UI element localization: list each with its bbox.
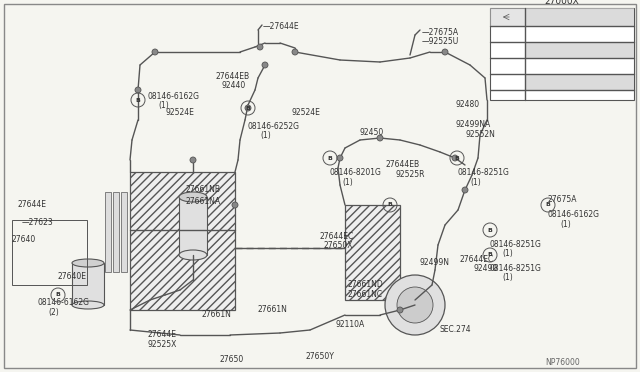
Circle shape: [397, 307, 403, 313]
Text: 27644EB: 27644EB: [385, 160, 419, 169]
Circle shape: [452, 155, 458, 161]
Text: B: B: [328, 155, 332, 160]
Bar: [525, 8, 634, 26]
Text: —27675A: —27675A: [422, 28, 459, 37]
Text: (1): (1): [342, 178, 353, 187]
Ellipse shape: [72, 301, 104, 309]
Ellipse shape: [179, 192, 207, 202]
Text: (1): (1): [158, 101, 169, 110]
Circle shape: [442, 49, 448, 55]
Text: 27650Y: 27650Y: [305, 352, 334, 361]
Circle shape: [377, 135, 383, 141]
Ellipse shape: [179, 250, 207, 260]
Bar: [121, 192, 127, 272]
Text: 27661N: 27661N: [258, 305, 288, 314]
Text: —92525U: —92525U: [422, 37, 460, 46]
Text: 27644EC: 27644EC: [320, 232, 355, 241]
Text: 27675A: 27675A: [548, 195, 577, 204]
Text: —27623: —27623: [22, 218, 54, 227]
Text: 27661NB: 27661NB: [185, 185, 220, 194]
Text: (1): (1): [502, 273, 513, 282]
Bar: [525, 42, 634, 58]
Bar: [105, 192, 111, 272]
Text: 92525R: 92525R: [395, 170, 424, 179]
Bar: [113, 192, 119, 272]
Text: 27640E: 27640E: [58, 272, 87, 281]
Text: 08146-6252G: 08146-6252G: [248, 122, 300, 131]
Text: NP76000: NP76000: [545, 358, 580, 367]
Text: 08146-8251G: 08146-8251G: [490, 240, 542, 249]
Circle shape: [337, 155, 343, 161]
Text: 92524E: 92524E: [165, 108, 194, 117]
Text: 27000X: 27000X: [545, 0, 579, 6]
Text: 92499N: 92499N: [420, 258, 450, 267]
Circle shape: [245, 105, 251, 111]
Text: 92440: 92440: [222, 81, 246, 90]
Text: 27661ND: 27661ND: [348, 280, 384, 289]
Text: 92480: 92480: [455, 100, 479, 109]
Text: 27661NA: 27661NA: [185, 197, 220, 206]
Bar: [130, 172, 235, 310]
Text: 08146-6162G: 08146-6162G: [148, 92, 200, 101]
Bar: [345, 205, 400, 300]
Text: 92450: 92450: [360, 128, 384, 137]
Text: B: B: [488, 228, 492, 232]
Bar: [72, 263, 104, 305]
Text: —27644E: —27644E: [263, 22, 300, 31]
Text: 08146-6162G: 08146-6162G: [38, 298, 90, 307]
Bar: [12, 220, 87, 285]
Text: 27644E: 27644E: [148, 330, 177, 339]
Text: B: B: [56, 292, 60, 298]
Text: 92490: 92490: [473, 264, 497, 273]
Bar: [525, 74, 634, 90]
Text: B: B: [545, 202, 550, 208]
Circle shape: [462, 187, 468, 193]
Text: 08146-8251G: 08146-8251G: [490, 264, 542, 273]
Bar: [490, 8, 634, 100]
Circle shape: [232, 202, 238, 208]
Text: B: B: [388, 202, 392, 208]
Text: SEC.274: SEC.274: [440, 325, 472, 334]
Circle shape: [385, 275, 445, 335]
Text: B: B: [246, 106, 250, 110]
Text: 92552N: 92552N: [465, 130, 495, 139]
Text: B: B: [488, 253, 492, 257]
Text: 27644EB: 27644EB: [215, 72, 249, 81]
Text: B: B: [136, 97, 140, 103]
Text: (2): (2): [48, 308, 59, 317]
Circle shape: [292, 49, 298, 55]
Text: (1): (1): [502, 249, 513, 258]
Circle shape: [262, 62, 268, 68]
Text: 92525X: 92525X: [148, 340, 177, 349]
Text: 27640: 27640: [12, 235, 36, 244]
Text: 92110A: 92110A: [335, 320, 364, 329]
Text: 27650: 27650: [220, 355, 244, 364]
Text: (1): (1): [560, 220, 571, 229]
Circle shape: [257, 44, 263, 50]
Circle shape: [135, 87, 141, 93]
Text: 08146-8201G: 08146-8201G: [330, 168, 382, 177]
Text: 92499NA: 92499NA: [455, 120, 490, 129]
Text: 27661NC: 27661NC: [348, 290, 383, 299]
Circle shape: [152, 49, 158, 55]
Text: B: B: [454, 155, 460, 160]
Text: 08146-8251G: 08146-8251G: [457, 168, 509, 177]
Circle shape: [397, 287, 433, 323]
Text: 27650X: 27650X: [323, 241, 353, 250]
Bar: [490, 8, 525, 26]
Ellipse shape: [72, 259, 104, 267]
Bar: [179, 197, 207, 255]
Text: 08146-6162G: 08146-6162G: [548, 210, 600, 219]
Text: 27644EC: 27644EC: [460, 255, 494, 264]
Text: 92524E: 92524E: [292, 108, 321, 117]
Text: 27644E: 27644E: [18, 200, 47, 209]
Text: 27661N: 27661N: [202, 310, 232, 319]
Text: (1): (1): [470, 178, 481, 187]
Text: (1): (1): [260, 131, 271, 140]
Circle shape: [190, 157, 196, 163]
